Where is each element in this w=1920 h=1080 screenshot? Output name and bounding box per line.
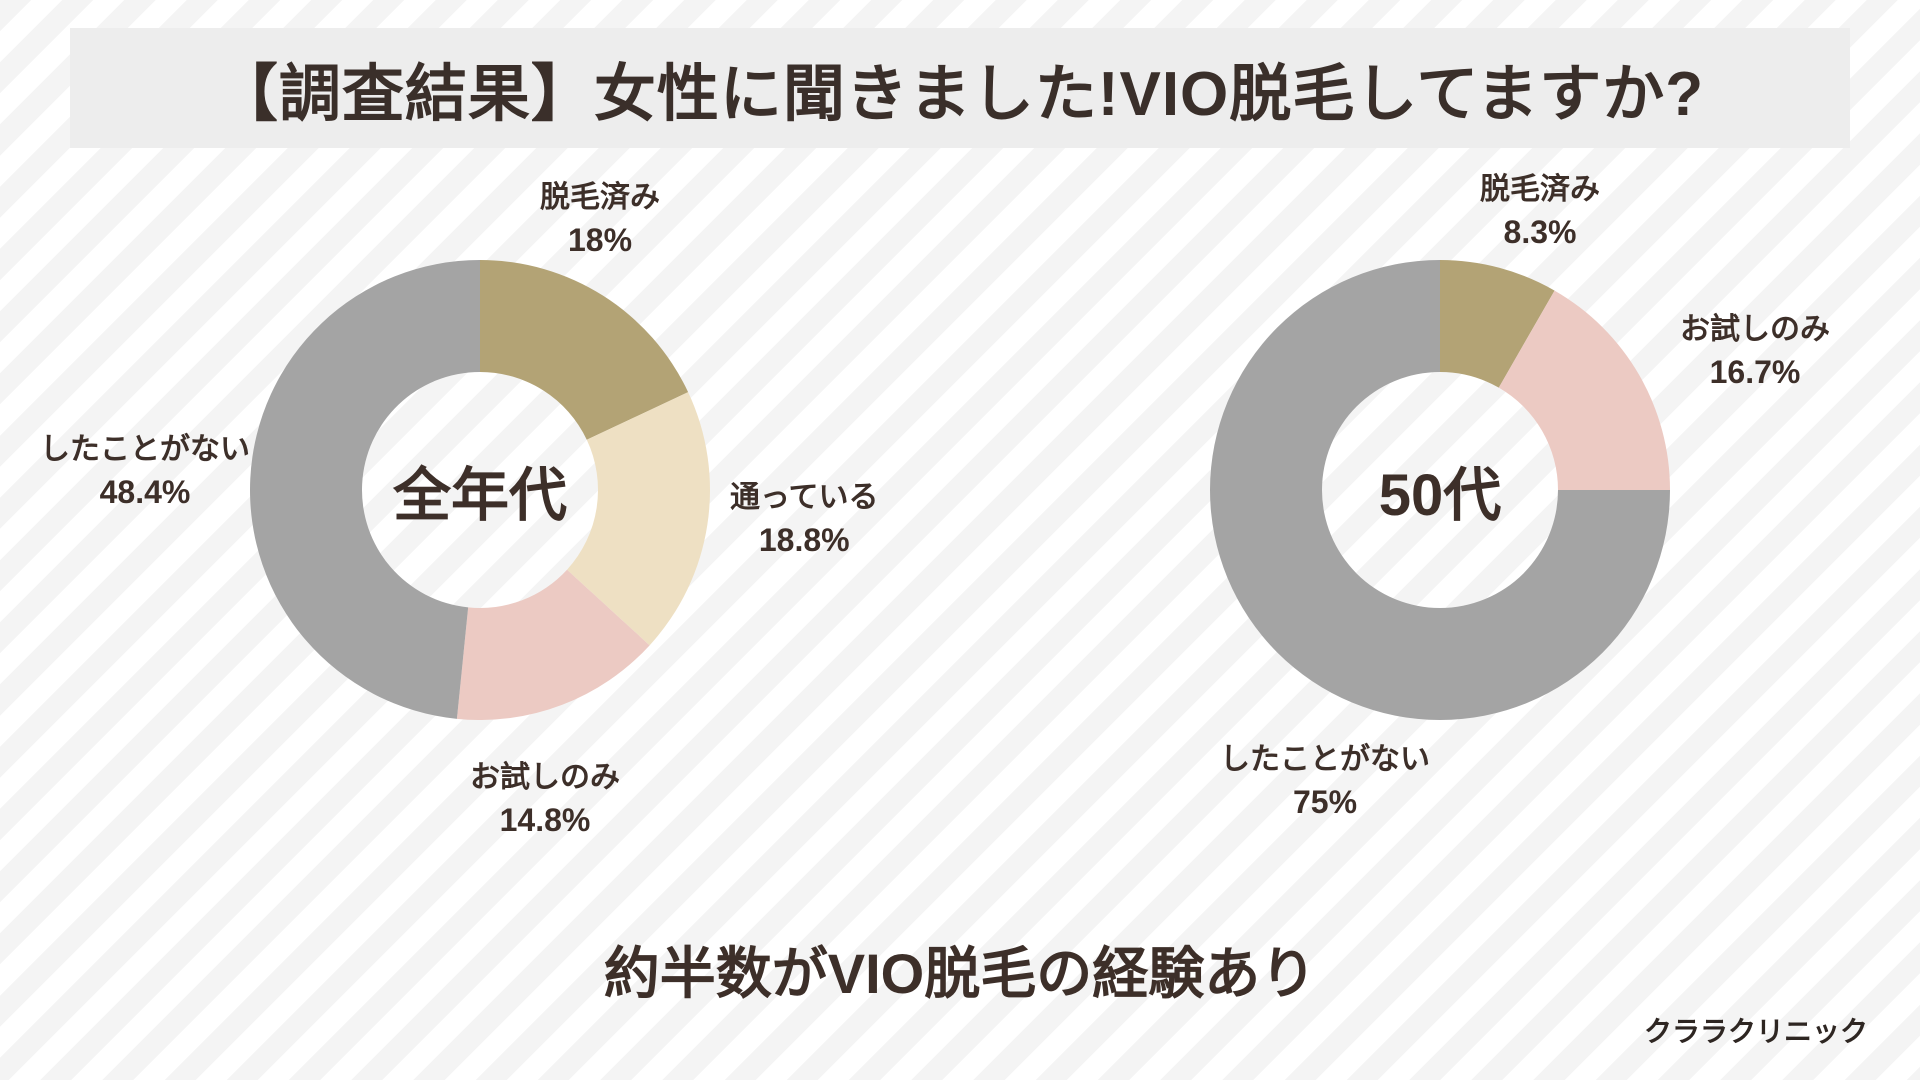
donut-slice — [250, 260, 480, 719]
slice-label-name: お試しのみ — [470, 758, 620, 799]
slice-label-name: 脱毛済み — [540, 178, 660, 219]
slice-label-name: したことがない — [1220, 740, 1430, 781]
slice-label: したことがない75% — [1220, 740, 1430, 824]
slice-label-name: お試しのみ — [1680, 310, 1830, 351]
slice-label-name: したことがない — [40, 430, 250, 471]
slice-label-value: 18.8% — [730, 519, 879, 562]
donut-chart-fifties: 50代脱毛済み8.3%お試しのみ16.7%したことがない75% — [1120, 170, 1760, 910]
slice-label-value: 16.7% — [1680, 351, 1830, 394]
bottom-caption-text: 約半数がVIO脱毛の経験あり — [604, 942, 1316, 1005]
charts-row: 全年代脱毛済み18%通っている18.8%お試しのみ14.8%したことがない48.… — [0, 170, 1920, 910]
slice-label-value: 48.4% — [40, 471, 250, 514]
slice-label-value: 18% — [540, 219, 660, 262]
donut-svg — [1210, 260, 1670, 720]
slice-label: 脱毛済み18% — [540, 178, 660, 262]
slice-label-value: 14.8% — [470, 799, 620, 842]
slice-label-value: 8.3% — [1480, 211, 1600, 254]
page-title: 【調査結果】女性に聞きました!VIO脱毛してますか? — [216, 43, 1704, 133]
donut-svg — [250, 260, 710, 720]
slice-label-name: 通っている — [730, 478, 879, 519]
slice-label: お試しのみ14.8% — [470, 758, 620, 842]
slice-label-name: 脱毛済み — [1480, 170, 1600, 211]
slice-label-value: 75% — [1220, 781, 1430, 824]
donut-chart-all-ages: 全年代脱毛済み18%通っている18.8%お試しのみ14.8%したことがない48.… — [160, 170, 800, 910]
slice-label: 通っている18.8% — [730, 478, 879, 562]
title-bar: 【調査結果】女性に聞きました!VIO脱毛してますか? — [70, 28, 1850, 148]
bottom-caption: 約半数がVIO脱毛の経験あり — [0, 929, 1920, 1010]
slice-label: 脱毛済み8.3% — [1480, 170, 1600, 254]
slice-label: お試しのみ16.7% — [1680, 310, 1830, 394]
source-credit: クララクリニック — [1644, 1010, 1868, 1050]
slice-label: したことがない48.4% — [40, 430, 250, 514]
